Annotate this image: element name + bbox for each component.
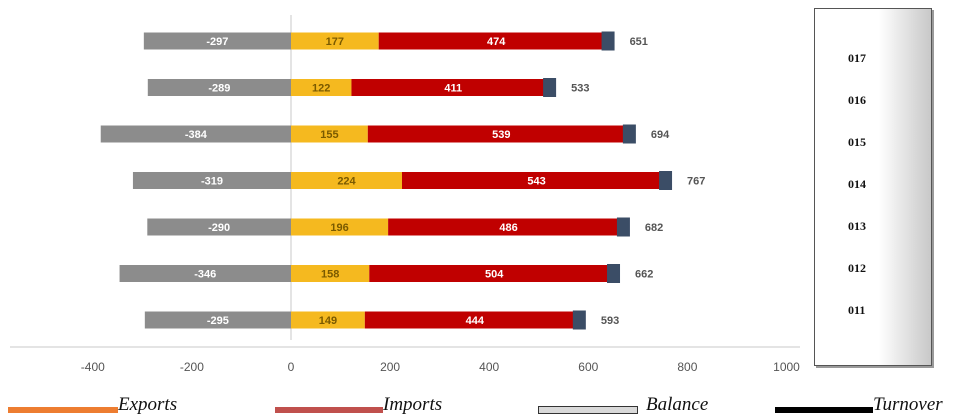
balance-value-label: -319 — [201, 176, 223, 188]
imports-bar — [369, 265, 620, 282]
turnover-value-label: 651 — [630, 36, 648, 48]
turnover-value-label: 662 — [635, 269, 653, 281]
turnover-value-label: 593 — [601, 315, 619, 327]
balance-bar — [119, 265, 291, 282]
turnover-marker — [616, 217, 630, 237]
turnover-marker — [659, 171, 673, 190]
year-label: 014 — [848, 177, 866, 191]
balance-bar — [143, 32, 291, 50]
x-tick-label: 0 — [288, 360, 295, 374]
exports-value-label: 224 — [337, 176, 356, 188]
year-label: 012 — [848, 261, 866, 275]
balance-value-label: -290 — [208, 222, 230, 234]
exports-value-label: 177 — [326, 36, 344, 48]
turnover-value-label: 533 — [571, 83, 589, 95]
exports-value-label: 122 — [312, 83, 330, 95]
year-label: 013 — [848, 219, 866, 233]
imports-value-label: 444 — [466, 315, 485, 327]
x-tick-label: 1000 — [773, 360, 800, 374]
turnover-marker — [607, 264, 621, 283]
legend-item-imports: Imports — [275, 394, 442, 416]
imports-value-label: 474 — [487, 36, 506, 48]
exports-value-label: 155 — [320, 129, 338, 141]
x-tick-label: 600 — [578, 360, 598, 374]
imports-value-label: 539 — [492, 129, 510, 141]
exports-value-label: 158 — [321, 269, 339, 281]
balance-value-label: -384 — [185, 129, 208, 141]
x-tick-label: -400 — [81, 360, 105, 374]
exports-value-label: 196 — [330, 222, 348, 234]
imports-bar — [351, 79, 556, 96]
imports-bar — [367, 125, 635, 143]
imports-bar — [378, 32, 614, 50]
imports-value-label: 411 — [444, 83, 462, 95]
legend-item-turnover: Turnover — [775, 394, 943, 416]
legend-swatch-balance — [538, 406, 638, 414]
turnover-value-label: 682 — [645, 222, 663, 234]
turnover-marker — [572, 310, 586, 330]
legend-item-exports: Exports — [8, 394, 177, 416]
x-tick-label: -200 — [180, 360, 204, 374]
legend-swatch-imports — [275, 407, 383, 413]
turnover-marker — [622, 124, 636, 144]
exports-bar — [291, 218, 389, 236]
legend-swatch-turnover — [775, 407, 873, 413]
legend-swatch-exports — [8, 407, 118, 413]
exports-bar — [291, 79, 352, 96]
year-label: 016 — [848, 93, 866, 107]
legend-label-exports: Exports — [118, 394, 178, 415]
year-label: 011 — [848, 303, 866, 317]
year-label: 017 — [848, 51, 866, 65]
imports-bar — [388, 218, 629, 236]
turnover-value-label: 767 — [687, 176, 705, 188]
turnover-marker — [543, 78, 557, 97]
legend-item-balance: Balance — [538, 394, 708, 416]
balance-bar — [144, 311, 291, 329]
balance-bar — [147, 218, 291, 236]
balance-value-label: -289 — [208, 83, 230, 95]
exports-bar — [291, 32, 379, 50]
x-tick-label: 800 — [677, 360, 697, 374]
legend-label-imports: Imports — [383, 394, 443, 415]
exports-value-label: 149 — [319, 315, 337, 327]
turnover-marker — [601, 31, 615, 51]
legend-label-turnover: Turnover — [873, 394, 943, 415]
imports-value-label: 486 — [499, 222, 517, 234]
balance-value-label: -297 — [206, 36, 228, 48]
x-tick-label: 200 — [380, 360, 400, 374]
balance-bar — [100, 125, 291, 143]
balance-value-label: -346 — [194, 269, 216, 281]
legend-label-balance: Balance — [646, 394, 709, 415]
imports-value-label: 543 — [527, 176, 545, 188]
imports-value-label: 504 — [485, 269, 504, 281]
imports-bar — [401, 172, 672, 189]
exports-bar — [291, 311, 365, 329]
balance-bar — [147, 79, 291, 96]
year-list-box: 017 016 015 014 013 012 011 — [814, 8, 932, 366]
turnover-value-label: 694 — [651, 129, 670, 141]
year-label: 015 — [848, 135, 866, 149]
balance-bar — [132, 172, 291, 189]
exports-bar — [291, 265, 370, 282]
turnover-bar-chart: -400 -200 0 200 400 600 800 1000 -297 177 474 651 -2… — [10, 15, 800, 374]
x-tick-label: 400 — [479, 360, 499, 374]
exports-bar — [291, 172, 402, 189]
balance-value-label: -295 — [207, 315, 229, 327]
exports-bar — [291, 125, 368, 143]
imports-bar — [364, 311, 585, 329]
